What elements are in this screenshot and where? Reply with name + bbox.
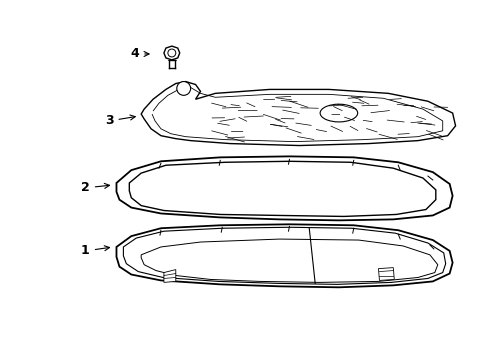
Text: 3: 3 — [104, 114, 135, 127]
Polygon shape — [378, 267, 393, 280]
Polygon shape — [163, 46, 180, 60]
Polygon shape — [141, 82, 455, 145]
Polygon shape — [123, 227, 445, 284]
Polygon shape — [116, 156, 452, 220]
Text: 1: 1 — [81, 244, 109, 257]
Polygon shape — [141, 239, 437, 282]
Circle shape — [177, 82, 190, 95]
Polygon shape — [163, 270, 175, 282]
Polygon shape — [116, 224, 452, 287]
Text: 4: 4 — [130, 48, 149, 60]
Text: 2: 2 — [81, 181, 109, 194]
Polygon shape — [129, 161, 435, 216]
